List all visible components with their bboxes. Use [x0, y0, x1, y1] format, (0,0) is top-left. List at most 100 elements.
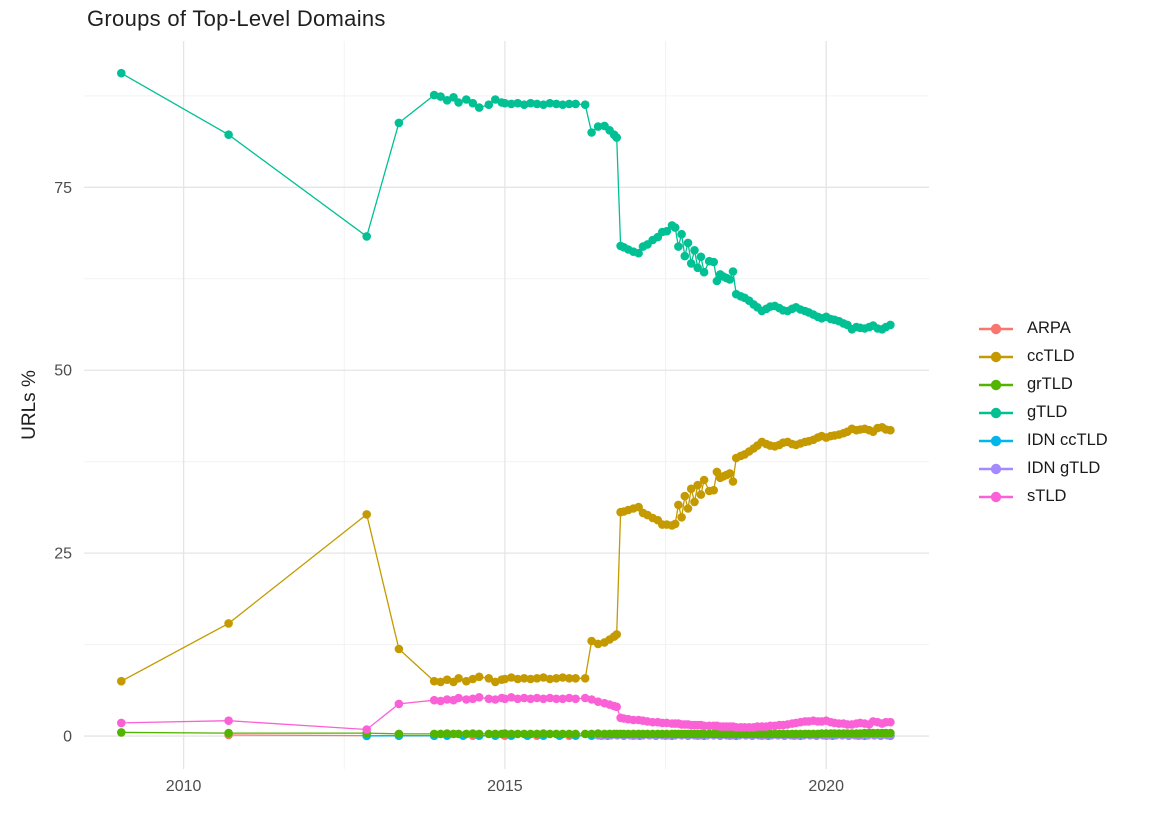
- data-point: [519, 729, 529, 739]
- data-point: [552, 694, 561, 704]
- data-point: [571, 674, 580, 683]
- y-tick-label: 50: [54, 363, 72, 380]
- data-point: [587, 695, 596, 704]
- data-point: [539, 694, 548, 704]
- data-point: [690, 246, 699, 255]
- series-line: [120, 426, 891, 683]
- data-point: [462, 695, 471, 704]
- legend-label: IDN gTLD: [1027, 459, 1101, 477]
- series-grtld: [117, 728, 895, 739]
- data-point: [442, 729, 452, 738]
- data-point: [436, 92, 445, 101]
- data-point: [484, 674, 494, 683]
- data-point: [593, 729, 603, 738]
- data-point: [552, 674, 561, 683]
- data-point: [670, 519, 680, 529]
- data-point: [436, 677, 445, 687]
- data-point: [117, 68, 126, 78]
- data-point: [468, 98, 478, 108]
- data-point: [474, 103, 484, 112]
- data-point: [526, 98, 535, 108]
- data-point: [699, 267, 709, 277]
- data-point: [491, 729, 500, 739]
- legend-label: gTLD: [1027, 403, 1068, 421]
- data-point: [686, 259, 696, 268]
- data-point: [696, 490, 706, 499]
- data-point: [886, 728, 895, 738]
- legend-item-gtld: gTLD: [978, 403, 1108, 422]
- legend-key-icon: [979, 463, 1013, 474]
- x-tick-label: 2020: [808, 778, 844, 795]
- legend-item-idn-cctld: IDN ccTLD: [978, 431, 1108, 450]
- data-point: [394, 729, 404, 739]
- data-point: [429, 676, 439, 686]
- data-point: [545, 98, 555, 108]
- legend-item-stld: sTLD: [978, 487, 1108, 506]
- legend-item-idn-gtld: IDN gTLD: [978, 459, 1108, 478]
- data-point: [491, 95, 500, 104]
- data-point: [484, 100, 494, 109]
- data-point: [507, 729, 516, 739]
- data-point: [454, 98, 463, 107]
- data-point: [532, 674, 542, 683]
- data-point: [117, 728, 126, 737]
- data-point: [362, 510, 372, 519]
- data-point: [558, 694, 567, 704]
- x-tick-label: 2015: [487, 778, 523, 795]
- legend-key-icon: [979, 435, 1013, 446]
- data-point: [545, 674, 555, 684]
- data-point: [224, 728, 233, 738]
- data-point: [539, 100, 548, 109]
- data-point: [571, 694, 580, 704]
- series-gtld: [117, 68, 895, 334]
- data-point: [709, 257, 718, 267]
- data-point: [564, 693, 574, 703]
- data-point: [634, 248, 643, 258]
- legend: ARPA ccTLD grTLD gTLD IDN ccTLD IDN gTLD sTLD: [978, 319, 1108, 506]
- data-point: [699, 475, 709, 485]
- data-point: [462, 729, 471, 739]
- data-point: [580, 674, 590, 683]
- data-point: [539, 729, 548, 738]
- data-point: [454, 674, 463, 683]
- data-point: [593, 122, 603, 131]
- data-point: [526, 729, 535, 739]
- data-point: [526, 694, 535, 704]
- data-point: [117, 676, 126, 686]
- data-point: [462, 95, 471, 104]
- data-point: [462, 676, 471, 686]
- data-point: [442, 695, 452, 704]
- data-point: [674, 242, 683, 251]
- legend-label: sTLD: [1027, 487, 1067, 505]
- data-point: [680, 251, 690, 261]
- data-point: [686, 484, 696, 494]
- data-point: [886, 320, 895, 330]
- legend-label: grTLD: [1027, 375, 1073, 393]
- data-point: [429, 729, 439, 739]
- data-point: [532, 99, 542, 109]
- data-point: [612, 702, 621, 712]
- data-point: [886, 425, 895, 435]
- data-point: [394, 699, 404, 709]
- data-point: [394, 644, 404, 654]
- data-point: [224, 619, 233, 628]
- data-point: [474, 672, 484, 682]
- data-point: [677, 513, 686, 522]
- y-tick-label: 25: [54, 546, 72, 563]
- y-tick-label: 75: [54, 180, 72, 197]
- data-point: [532, 693, 542, 703]
- data-point: [725, 275, 735, 284]
- data-point: [564, 729, 574, 739]
- data-point: [690, 497, 699, 507]
- data-point: [587, 729, 596, 739]
- chart-title: Groups of Top-Level Domains: [87, 6, 386, 31]
- data-point: [532, 729, 542, 739]
- data-point: [500, 98, 510, 108]
- data-point: [693, 480, 702, 490]
- data-point: [886, 717, 895, 727]
- legend-item-arpa: ARPA: [978, 319, 1108, 338]
- data-point: [484, 729, 494, 739]
- x-tick-label: 2010: [166, 778, 202, 795]
- series-line: [120, 72, 891, 331]
- data-point: [552, 99, 561, 109]
